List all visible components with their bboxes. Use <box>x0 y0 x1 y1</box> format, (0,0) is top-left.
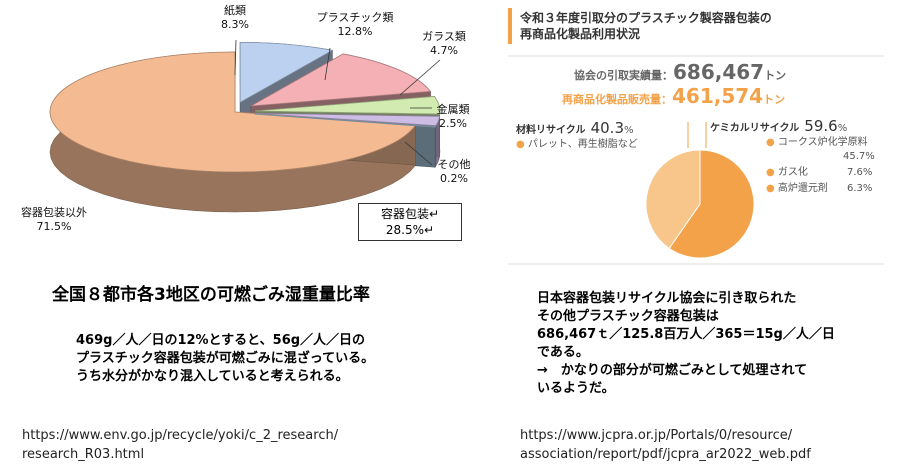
right-pie-slice-ケミカルリサイクル <box>668 149 755 259</box>
label-plastic: プラスチック類 12.8% <box>316 11 394 38</box>
chem-item-blast: ● 高炉還元剤 <box>766 183 828 194</box>
left-text-block: 469g／人／日の12%とすると、56g／人／日の プラスチック容器包装が可燃ご… <box>76 332 374 386</box>
left-pie-svg <box>49 39 441 213</box>
label-non-container: 容器包装以外 71.5% <box>21 206 87 233</box>
leader-line-0 <box>234 39 237 76</box>
pie-slice-金属類 <box>254 112 441 127</box>
pie-slice-プラスチック類 <box>250 53 432 107</box>
label-other: その他 0.2% <box>437 158 471 185</box>
chem-item-blast-value: 6.3% <box>847 183 873 194</box>
right-title-line1: 令和３年度引取分のプラスチック製容器包装の <box>520 11 772 25</box>
right-text-line6: いるようだ。 <box>537 381 615 396</box>
bullet-dot-icon: ● <box>766 167 775 178</box>
left-text-line1: 469g／人／日の12%とすると、56g／人／日の <box>76 333 366 348</box>
title-accent-bar <box>508 8 512 44</box>
right-text-line3: 686,467ｔ／125.8百万人／365＝15g／人／日 <box>537 327 835 342</box>
left-url-line2[interactable]: research_R03.html <box>22 447 145 462</box>
chem-item-coke-value: 45.7% <box>843 151 875 162</box>
right-url-line2[interactable]: association/report/pdf/jcpra_ar2022_web.… <box>520 447 811 462</box>
sold-value: 461,574 <box>672 84 764 108</box>
pie-slice-その他 <box>254 113 437 128</box>
left-url[interactable]: https://www.env.go.jp/recycle/yoki/c_2_r… <box>22 426 338 464</box>
bullet-dot-icon: ● <box>766 137 775 148</box>
label-glass: ガラス類 4.7% <box>422 30 466 57</box>
sold-unit: トン <box>763 93 786 106</box>
pie-slice-紙類 <box>239 41 334 104</box>
left-url-line1[interactable]: https://www.env.go.jp/recycle/yoki/c_2_r… <box>22 428 339 443</box>
material-recycle-note: ● パレット、再生樹脂など <box>516 139 638 150</box>
leader-line-1 <box>324 47 331 81</box>
leader-line-4 <box>404 141 433 166</box>
leader-line-2 <box>399 59 441 96</box>
sold-label: 再商品化製品販売量： <box>562 93 672 106</box>
collected-stat: 協会の引取実績量：686,467トン <box>574 60 786 84</box>
bullet-dot-icon: ● <box>766 183 775 194</box>
right-pie-group <box>645 122 755 259</box>
right-text-line2: その他プラスチック容器包装は <box>537 309 719 324</box>
right-url[interactable]: https://www.jcpra.or.jp/Portals/0/resour… <box>520 426 811 464</box>
collected-label: 協会の引取実績量： <box>574 69 673 82</box>
label-metal: 金属類 2.5% <box>436 103 470 130</box>
left-text-line2: プラスチック容器包装が可燃ごみに混ざっている。 <box>76 351 375 366</box>
collected-value: 686,467 <box>673 60 765 84</box>
right-title-line2: 再商品化製品利用状況 <box>520 27 641 41</box>
right-text-line4: である。 <box>537 345 589 360</box>
collected-unit: トン <box>764 69 787 82</box>
chem-item-gas-value: 7.6% <box>847 167 873 178</box>
chemical-recycle-pct-sign: % <box>837 123 848 134</box>
material-recycle-pct-sign: % <box>624 125 634 136</box>
container-packaging-annotation: 容器包装↵ 28.5%↵ <box>358 203 462 241</box>
left-pie-chart <box>0 0 470 262</box>
right-text-line1: 日本容器包装リサイクル協会に引き取られた <box>537 291 797 306</box>
label-paper: 紙類 8.3% <box>221 4 249 31</box>
sold-stat: 再商品化製品販売量：461,574トン <box>562 84 785 108</box>
left-chart-caption: 全国８都市各3地区の可燃ごみ湿重量比率 <box>52 285 370 305</box>
bullet-dot-icon: ● <box>516 139 525 150</box>
material-recycle-name: 材料リサイクル <box>516 125 586 136</box>
right-infographic: 令和３年度引取分のプラスチック製容器包装の 再商品化製品利用状況 協会の引取実績… <box>508 0 888 268</box>
pie-slice-ガラス類 <box>254 96 441 115</box>
left-text-line3: うち水分がかなり混入していると考えられる。 <box>76 369 349 384</box>
chem-item-coke: ● コークス炉化学原料 <box>766 137 868 148</box>
chemical-recycle-pct: 59.6 <box>804 117 838 135</box>
right-url-line1[interactable]: https://www.jcpra.or.jp/Portals/0/resour… <box>520 428 793 443</box>
material-recycle-legend: 材料リサイクル 40.3% ● パレット、再生樹脂など <box>516 118 638 152</box>
chemical-recycle-name: ケミカルリサイクル <box>710 123 800 134</box>
material-recycle-pct: 40.3 <box>590 119 624 137</box>
chem-item-gas: ● ガス化 <box>766 167 808 178</box>
right-panel-title: 令和３年度引取分のプラスチック製容器包装の 再商品化製品利用状況 <box>520 10 772 42</box>
right-text-line5: → かなりの部分が可燃ごみとして処理されて <box>537 363 808 378</box>
right-text-block: 日本容器包装リサイクル協会に引き取られた その他プラスチック容器包装は 686,… <box>537 290 835 398</box>
pie-slice-容器包装以外 <box>49 51 417 173</box>
right-pie-slice-材料リサイクル <box>645 149 701 250</box>
right-panel-frame <box>508 8 884 265</box>
chemical-recycle-legend: ケミカルリサイクル 59.6% <box>710 116 847 136</box>
